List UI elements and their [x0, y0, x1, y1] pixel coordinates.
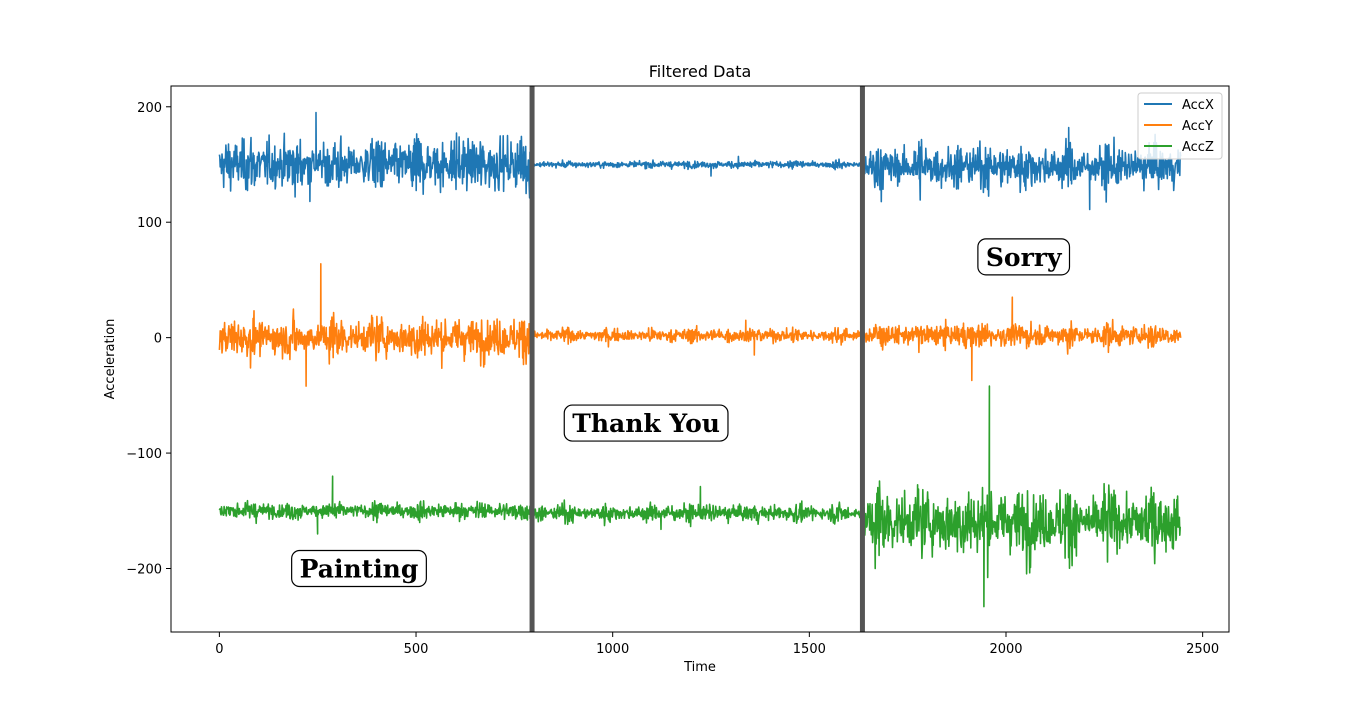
legend-label-accz: AccZ — [1182, 140, 1214, 155]
annotation-text: Sorry — [986, 243, 1063, 272]
x-tick-label: 2000 — [989, 642, 1022, 657]
annotation-sorry: Sorry — [977, 238, 1071, 276]
annotation-box — [291, 549, 427, 588]
annotation-thank-you: Thank You — [563, 404, 729, 442]
series-line-accz — [218, 385, 1182, 608]
y-tick-label: −200 — [126, 563, 162, 578]
series-line-accy — [218, 263, 1182, 387]
x-tick-label: 1500 — [793, 642, 826, 657]
x-tick-label: 2500 — [1186, 642, 1219, 657]
y-tick-label: 0 — [154, 332, 162, 347]
series-line-accx — [218, 111, 1182, 211]
y-axis-ticks: 200 100 0 −100 −200 — [126, 101, 171, 578]
divider-layer — [529, 86, 865, 632]
series-layer — [218, 111, 1182, 608]
x-tick-label: 0 — [215, 642, 223, 657]
annotation-box — [563, 404, 729, 442]
x-axis-label: Time — [683, 660, 716, 675]
annotation-painting: Painting — [291, 549, 427, 588]
y-tick-label: 200 — [137, 101, 162, 116]
y-axis-label: Acceleration — [103, 319, 118, 400]
legend-label-accx: AccX — [1182, 98, 1214, 113]
y-tick-label: −100 — [126, 447, 162, 462]
x-tick-label: 1000 — [596, 642, 629, 657]
legend: AccX AccY AccZ — [1137, 92, 1223, 160]
annotation-box — [977, 238, 1071, 276]
legend-frame — [1137, 92, 1223, 160]
plot-frame — [170, 85, 1230, 633]
legend-label-accy: AccY — [1182, 119, 1213, 134]
x-tick-label: 500 — [404, 642, 429, 657]
y-tick-label: 100 — [137, 216, 162, 231]
annotation-text: Painting — [300, 555, 419, 584]
annotation-layer: Painting Thank You Sorry — [291, 238, 1071, 588]
x-axis-ticks: 0 500 1000 1500 2000 2500 — [215, 632, 1219, 657]
annotation-text: Thank You — [572, 409, 720, 438]
plot-area — [218, 86, 1182, 632]
chart-title: Filtered Data — [649, 62, 752, 81]
